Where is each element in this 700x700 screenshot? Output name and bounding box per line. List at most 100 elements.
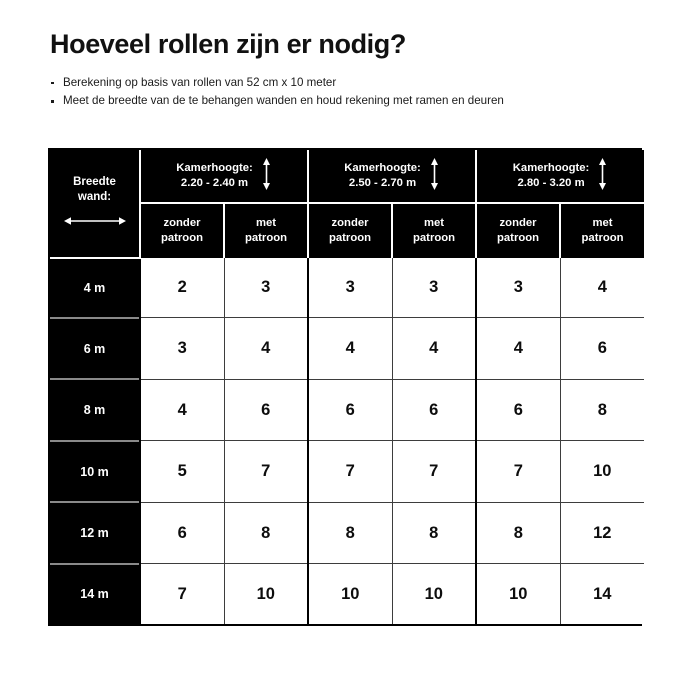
- table-head: Breedte wand:: [50, 150, 645, 258]
- group-header-text: Kamerhoogte: 2.50 - 2.70 m: [344, 161, 421, 191]
- vertical-double-arrow-icon: [429, 157, 440, 195]
- list-item: Meet de breedte van de te behangen wande…: [50, 92, 660, 111]
- list-item: Berekening op basis van rollen van 52 cm…: [50, 74, 660, 93]
- row-label-4m: 4 m: [50, 257, 140, 318]
- sub-header-line2: patroon: [328, 232, 372, 244]
- row-label-8m: 8 m: [50, 378, 140, 441]
- group-header-text: Kamerhoogte: 2.20 - 2.40 m: [176, 161, 253, 191]
- cell-4m-h2-zonder: 3: [307, 258, 393, 318]
- table-body: 4 m 2 3 3 3 3 4 6 m 3 4 4 4 4 6: [50, 257, 645, 624]
- cell-8m-h1-zonder: 4: [139, 378, 224, 441]
- cell-8m-h1-met: 6: [223, 378, 309, 441]
- sub-header-met-patroon-2: met patroon: [391, 203, 477, 258]
- cell-14m-h1-zonder: 7: [139, 563, 224, 624]
- cell-14m-h2-zonder: 10: [307, 563, 393, 624]
- group-header-text: Kamerhoogte: 2.80 - 3.20 m: [513, 161, 590, 191]
- cell-6m-h2-met: 4: [391, 317, 477, 380]
- cell-14m-h3-met: 14: [559, 563, 645, 624]
- group-header-line1: Kamerhoogte:: [344, 161, 421, 174]
- rolls-table-container: Breedte wand:: [48, 148, 645, 626]
- cell-12m-h3-zonder: 8: [475, 501, 561, 564]
- table-row: 4 m 2 3 3 3 3 4: [50, 257, 645, 318]
- cell-4m-h2-met: 3: [391, 258, 477, 318]
- cell-12m-h3-met: 12: [559, 501, 645, 564]
- bullet-dot-icon: [51, 100, 54, 104]
- bullet-text: Meet de breedte van de te behangen wande…: [63, 94, 504, 108]
- cell-8m-h3-zonder: 6: [475, 378, 561, 441]
- header-block: Hoeveel rollen zijn er nodig? Berekening…: [50, 29, 660, 112]
- sub-header-line2: patroon: [413, 232, 456, 244]
- cell-10m-h1-zonder: 5: [139, 440, 224, 503]
- sub-header-zonder-patroon-2: zonder patroon: [307, 203, 393, 258]
- info-bullet-list: Berekening op basis van rollen van 52 cm…: [50, 74, 660, 112]
- sub-header-line1: met: [255, 217, 277, 230]
- corner-label-line1: Breedte: [73, 176, 116, 189]
- row-label-12m: 12 m: [50, 501, 140, 564]
- cell-12m-h1-met: 8: [223, 501, 309, 564]
- table-row: 8 m 4 6 6 6 6 8: [50, 378, 645, 441]
- cell-10m-h2-met: 7: [391, 440, 477, 503]
- cell-12m-h2-met: 8: [391, 501, 477, 564]
- sub-header-line1: met: [423, 217, 445, 230]
- group-header-kamerhoogte-3: Kamerhoogte: 2.80 - 3.20 m: [475, 150, 645, 204]
- sub-header-line1: zonder: [331, 217, 369, 230]
- cell-6m-h1-met: 4: [223, 317, 309, 380]
- group-header-kamerhoogte-2: Kamerhoogte: 2.50 - 2.70 m: [307, 150, 477, 204]
- cell-14m-h3-zonder: 10: [475, 563, 561, 624]
- cell-10m-h2-zonder: 7: [307, 440, 393, 503]
- group-header-line2: 2.80 - 3.20 m: [517, 177, 585, 189]
- cell-10m-h3-zonder: 7: [475, 440, 561, 503]
- sub-header-zonder-patroon-3: zonder patroon: [475, 203, 561, 258]
- cell-10m-h1-met: 7: [223, 440, 309, 503]
- table-row: 6 m 3 4 4 4 4 6: [50, 316, 645, 380]
- sub-header-line2: patroon: [497, 232, 540, 244]
- cell-14m-h2-met: 10: [391, 563, 477, 624]
- sub-header-zonder-patroon-1: zonder patroon: [139, 203, 224, 258]
- table-group-header-row: Breedte wand:: [50, 150, 645, 258]
- cell-12m-h2-zonder: 8: [307, 501, 393, 564]
- cell-4m-h1-zonder: 2: [139, 258, 224, 318]
- sub-header-line1: zonder: [499, 217, 537, 230]
- table-row: 14 m 7 10 10 10 10 14: [50, 562, 645, 624]
- group-header-line1: Kamerhoogte:: [176, 161, 253, 174]
- row-label-6m: 6 m: [50, 316, 140, 380]
- bullet-dot-icon: [51, 81, 54, 85]
- horizontal-double-arrow-icon: [63, 214, 126, 232]
- rolls-table: Breedte wand:: [50, 150, 645, 624]
- sub-header-met-patroon-1: met patroon: [222, 203, 309, 258]
- sub-header-line2: patroon: [581, 232, 624, 244]
- cell-12m-h1-zonder: 6: [139, 501, 224, 564]
- vertical-double-arrow-icon: [261, 157, 272, 195]
- cell-4m-h3-zonder: 3: [475, 258, 561, 318]
- cell-6m-h1-zonder: 3: [139, 317, 224, 380]
- sub-header-line1: met: [592, 217, 613, 230]
- table-row: 10 m 5 7 7 7 7 10: [50, 439, 645, 503]
- group-header-line2: 2.20 - 2.40 m: [180, 177, 249, 189]
- table-row: 12 m 6 8 8 8 8 12: [50, 501, 645, 564]
- cell-4m-h1-met: 3: [223, 258, 309, 318]
- bullet-text: Berekening op basis van rollen van 52 cm…: [63, 75, 337, 89]
- group-header-kamerhoogte-1: Kamerhoogte: 2.20 - 2.40 m: [138, 150, 309, 204]
- sub-header-line1: zonder: [163, 217, 201, 230]
- sub-header-line2: patroon: [244, 232, 288, 244]
- group-header-line1: Kamerhoogte:: [512, 161, 590, 174]
- cell-6m-h3-met: 6: [559, 317, 645, 380]
- corner-label-line2: wand:: [77, 191, 112, 203]
- cell-14m-h1-met: 10: [223, 563, 309, 624]
- cell-10m-h3-met: 10: [559, 440, 645, 503]
- cell-8m-h2-zonder: 6: [307, 378, 393, 441]
- row-label-10m: 10 m: [50, 439, 140, 503]
- cell-4m-h3-met: 4: [559, 258, 645, 318]
- table-sub-header-row: zonder patroon met patroon zonder: [50, 203, 645, 258]
- cell-8m-h2-met: 6: [391, 378, 477, 441]
- sub-header-met-patroon-3: met patroon: [559, 203, 645, 258]
- cell-8m-h3-met: 8: [559, 378, 645, 441]
- page-title: Hoeveel rollen zijn er nodig?: [50, 29, 406, 59]
- sub-header-line2: patroon: [160, 232, 204, 244]
- vertical-double-arrow-icon: [597, 157, 608, 195]
- cell-6m-h3-zonder: 4: [475, 317, 561, 380]
- group-header-line2: 2.50 - 2.70 m: [348, 177, 417, 189]
- cell-6m-h2-zonder: 4: [307, 317, 393, 380]
- corner-header-breedte-wand: Breedte wand:: [50, 150, 140, 258]
